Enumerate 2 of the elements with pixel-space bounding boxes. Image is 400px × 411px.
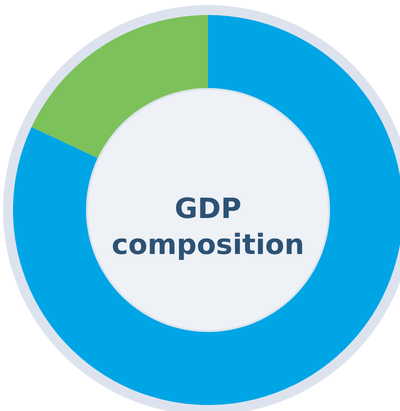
- donut-slice: [32, 15, 208, 158]
- text: GDP composition: [112, 192, 304, 261]
